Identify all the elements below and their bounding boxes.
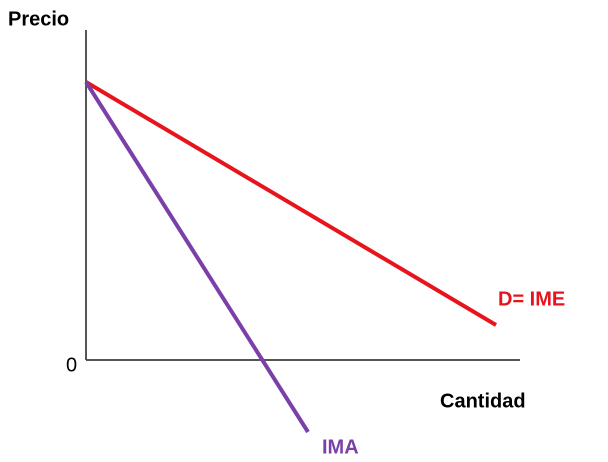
marginal-revenue-line	[84, 80, 310, 434]
y-axis-label: Precio	[8, 8, 69, 30]
marginal-revenue-label: IMA	[322, 436, 359, 458]
origin-label: 0	[66, 354, 77, 376]
x-axis-label: Cantidad	[440, 390, 526, 412]
demand-line	[84, 80, 498, 327]
demand-label: D= IME	[498, 288, 565, 310]
